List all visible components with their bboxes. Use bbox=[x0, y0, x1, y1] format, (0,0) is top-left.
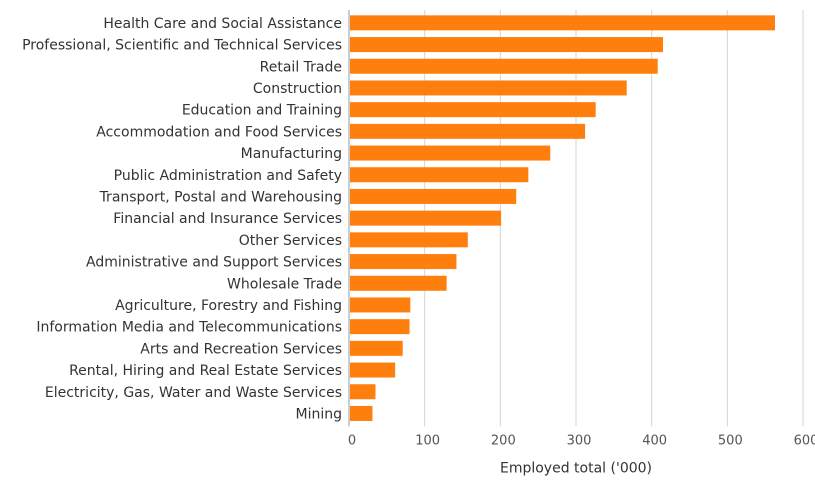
x-tick-label: 100 bbox=[415, 433, 440, 448]
category-label: Health Care and Social Assistance bbox=[103, 16, 342, 32]
category-label: Public Administration and Safety bbox=[114, 168, 342, 184]
bar bbox=[350, 405, 373, 421]
category-label: Other Services bbox=[239, 233, 342, 249]
x-tick-label: 600 bbox=[794, 433, 815, 448]
category-label: Education and Training bbox=[182, 103, 342, 119]
bar bbox=[350, 210, 502, 226]
bar bbox=[350, 384, 376, 400]
bar bbox=[350, 232, 468, 248]
category-label: Administrative and Support Services bbox=[86, 255, 342, 271]
bar bbox=[350, 340, 403, 356]
bar bbox=[350, 275, 447, 291]
category-label: Financial and Insurance Services bbox=[113, 211, 342, 227]
category-label: Agriculture, Forestry and Fishing bbox=[115, 298, 342, 314]
bar bbox=[350, 58, 658, 74]
bar bbox=[350, 15, 776, 31]
x-tick-label: 300 bbox=[567, 433, 592, 448]
category-label: Rental, Hiring and Real Estate Services bbox=[69, 363, 342, 379]
category-labels: Health Care and Social Assistance Profess… bbox=[22, 16, 342, 423]
bar bbox=[350, 123, 586, 139]
bar bbox=[350, 145, 551, 161]
category-label: Electricity, Gas, Water and Waste Servic… bbox=[45, 385, 342, 401]
category-label: Construction bbox=[253, 81, 342, 97]
category-label: Retail Trade bbox=[260, 59, 342, 75]
x-axis-title: Employed total ('000) bbox=[500, 460, 652, 476]
x-tick-label: 0 bbox=[348, 433, 356, 448]
x-tick-label: 400 bbox=[642, 433, 667, 448]
bars bbox=[350, 15, 776, 421]
category-label: Mining bbox=[296, 406, 343, 422]
x-tick-label: 200 bbox=[491, 433, 516, 448]
bar bbox=[350, 362, 396, 378]
bar bbox=[350, 37, 664, 53]
bar bbox=[350, 80, 627, 96]
category-label: Professional, Scientific and Technical S… bbox=[22, 38, 342, 54]
bar bbox=[350, 167, 529, 183]
category-label: Information Media and Telecommunications bbox=[36, 320, 342, 336]
category-label: Wholesale Trade bbox=[227, 276, 342, 292]
x-axis-ticks: 0 100 200 300 400 500 600 bbox=[348, 433, 815, 448]
bar bbox=[350, 319, 410, 335]
x-tick-label: 500 bbox=[718, 433, 743, 448]
category-label: Accommodation and Food Services bbox=[96, 124, 342, 140]
bar bbox=[350, 297, 411, 313]
category-label: Manufacturing bbox=[241, 146, 342, 162]
bar bbox=[350, 188, 517, 204]
bar bbox=[350, 254, 457, 270]
bar bbox=[350, 102, 596, 118]
category-label: Arts and Recreation Services bbox=[140, 341, 342, 357]
category-label: Transport, Postal and Warehousing bbox=[99, 189, 342, 205]
